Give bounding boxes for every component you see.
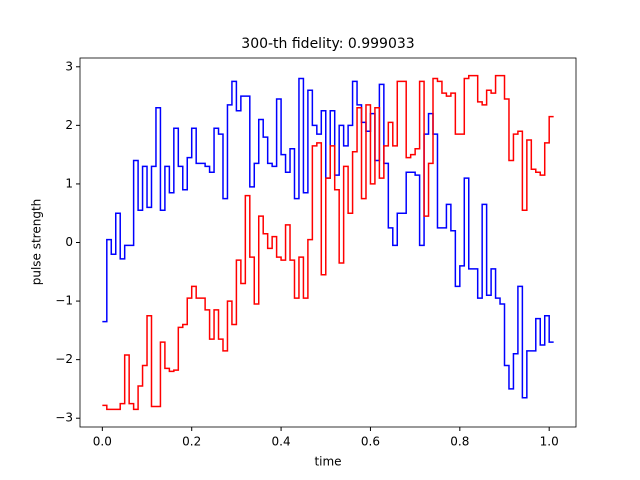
y-axis-label: pulse strength [30, 199, 44, 286]
chart-title: 300-th fidelity: 0.999033 [241, 36, 414, 52]
x-axis-label: time [314, 455, 341, 469]
x-tick-label: 1.0 [540, 435, 559, 449]
x-tick-label: 0.4 [272, 435, 291, 449]
step-line [102, 74, 554, 411]
y-tick-label: −1 [55, 294, 73, 308]
x-tick-label: 0.8 [450, 435, 469, 449]
y-tick-label: 3 [65, 59, 73, 73]
y-tick-label: −2 [55, 352, 73, 366]
x-tick-label: 0.2 [182, 435, 201, 449]
y-tick-label: 1 [65, 176, 73, 190]
y-tick-label: 2 [65, 118, 73, 132]
step-line [102, 77, 554, 399]
y-tick-label: −3 [55, 411, 73, 425]
x-tick-label: 0.0 [93, 435, 112, 449]
x-tick-label: 0.6 [361, 435, 380, 449]
y-tick-label: 0 [65, 235, 73, 249]
plot-frame [79, 57, 577, 428]
